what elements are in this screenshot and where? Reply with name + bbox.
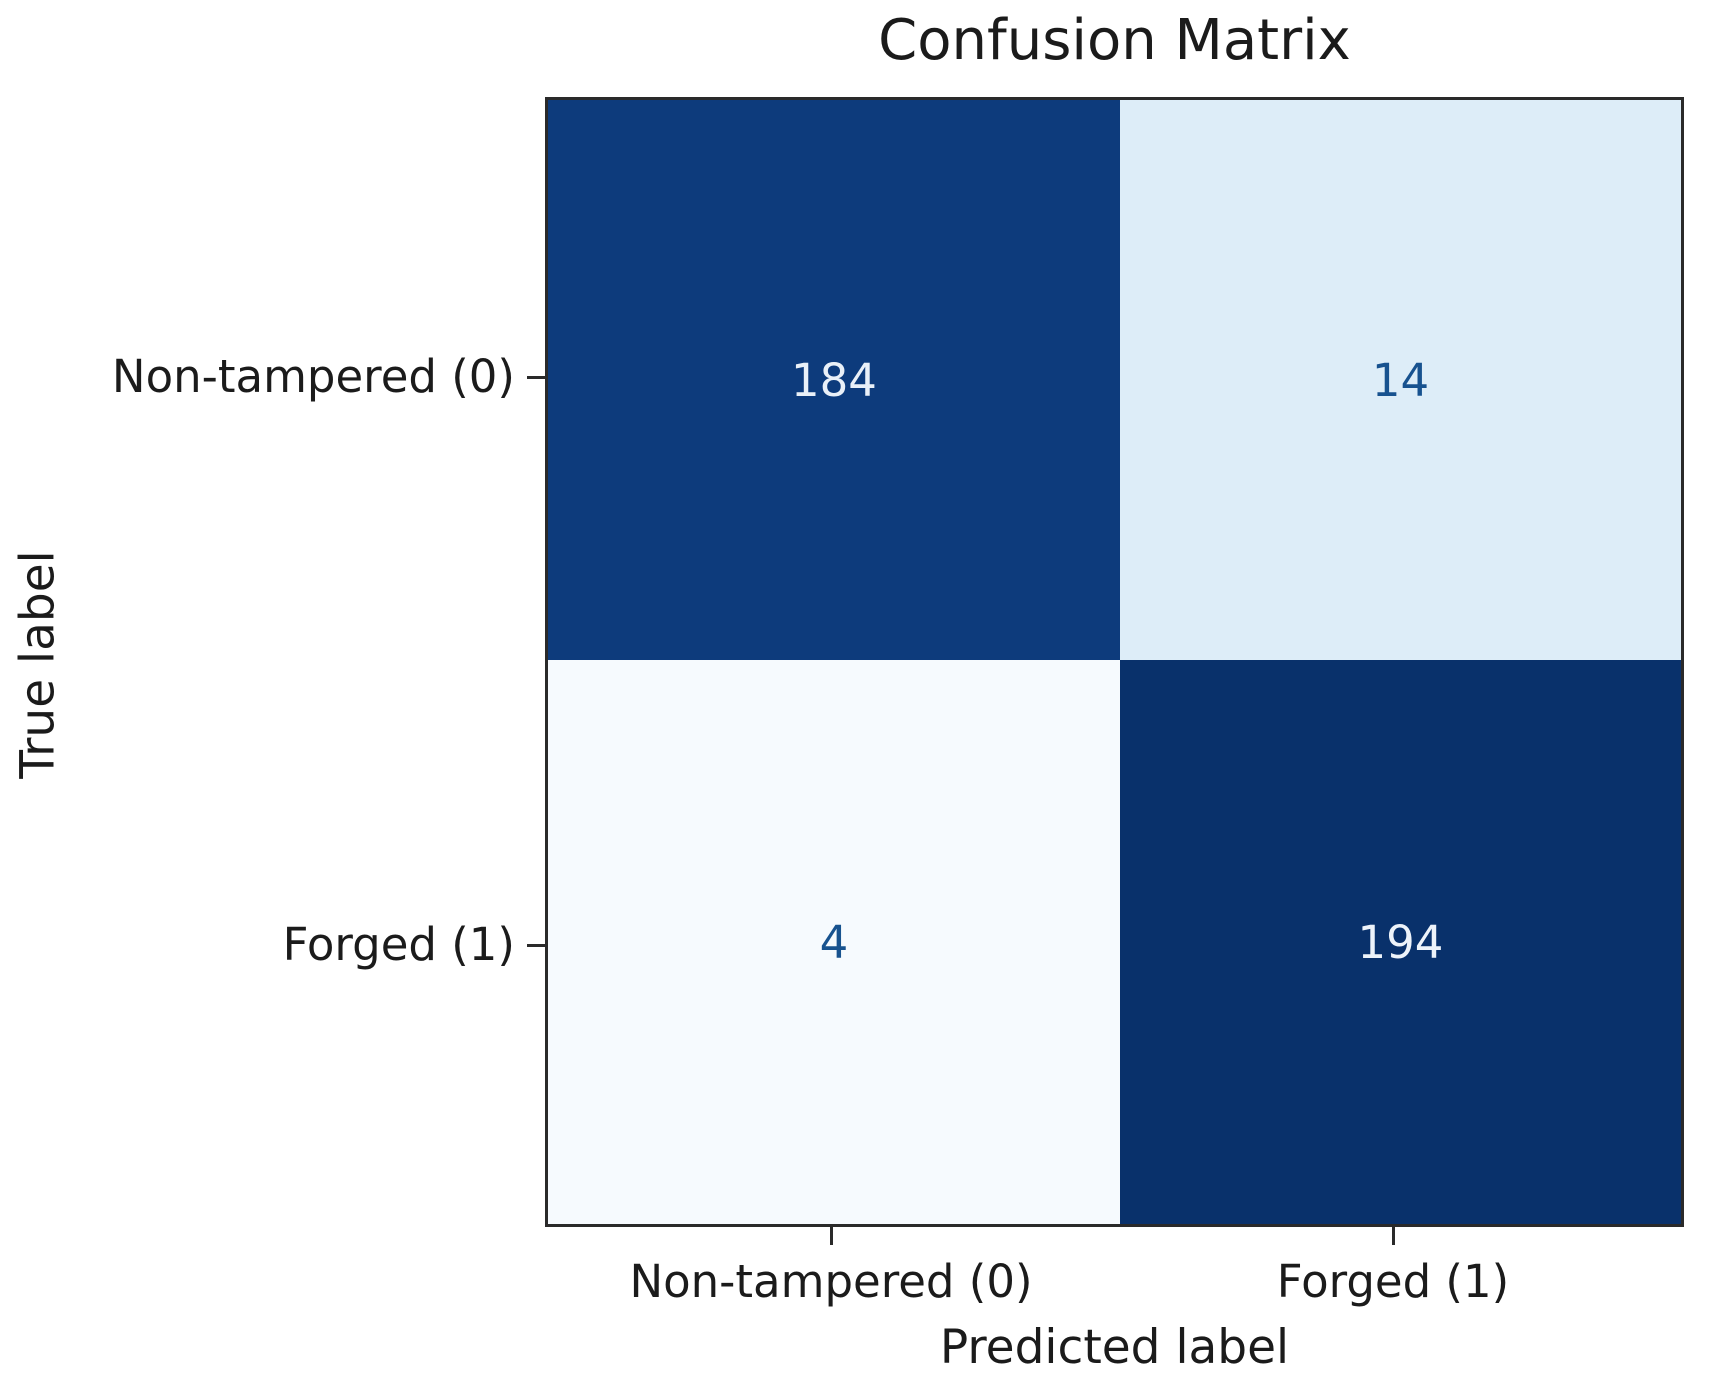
cell-value-true1-pred0: 4 (819, 915, 849, 969)
matrix-cell-true1-pred1: 194 (1120, 660, 1681, 1224)
matrix-cell-true0-pred0: 184 (548, 100, 1120, 660)
matrix-cell-true1-pred0: 4 (548, 660, 1120, 1224)
x-tick-label-non-tampered: Non-tampered (0) (629, 1255, 1033, 1308)
y-tick-mark-1 (527, 944, 545, 947)
y-tick-label-non-tampered: Non-tampered (0) (111, 350, 515, 403)
y-tick-mark-0 (527, 376, 545, 379)
matrix-cell-true0-pred1: 14 (1120, 100, 1681, 660)
x-tick-mark-0 (830, 1227, 833, 1245)
heatmap-plot: 184 14 4 194 (545, 97, 1684, 1227)
cell-value-true1-pred1: 194 (1357, 915, 1444, 969)
cell-value-true0-pred0: 184 (791, 353, 877, 407)
x-axis-label: Predicted label (939, 1320, 1290, 1375)
y-tick-label-forged: Forged (1) (282, 918, 515, 971)
y-axis-label: True label (10, 550, 66, 779)
chart-title: Confusion Matrix (878, 8, 1351, 73)
x-tick-label-forged: Forged (1) (1276, 1255, 1510, 1308)
x-tick-mark-1 (1392, 1227, 1395, 1245)
cell-value-true0-pred1: 14 (1371, 353, 1430, 407)
